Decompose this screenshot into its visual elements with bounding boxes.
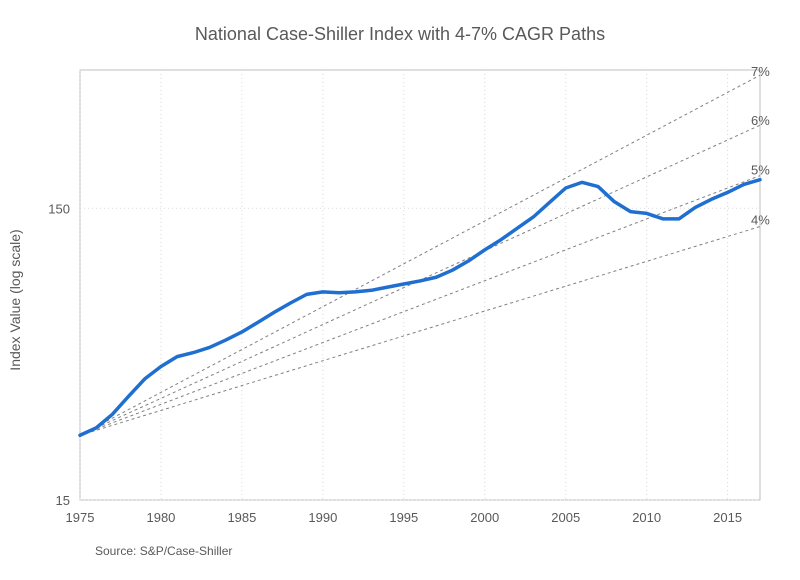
svg-text:4%: 4% — [751, 213, 770, 228]
y-axis-label: Index Value (log scale) — [7, 229, 23, 370]
svg-text:5%: 5% — [751, 163, 770, 178]
svg-text:6%: 6% — [751, 113, 770, 128]
svg-text:2000: 2000 — [470, 510, 499, 525]
bg — [0, 0, 800, 580]
svg-text:2010: 2010 — [632, 510, 661, 525]
svg-text:2015: 2015 — [713, 510, 742, 525]
svg-text:1985: 1985 — [227, 510, 256, 525]
svg-text:1975: 1975 — [66, 510, 95, 525]
svg-text:150: 150 — [48, 201, 70, 216]
chart-title: National Case-Shiller Index with 4-7% CA… — [195, 24, 605, 44]
svg-text:1995: 1995 — [389, 510, 418, 525]
svg-text:7%: 7% — [751, 64, 770, 79]
svg-text:1990: 1990 — [308, 510, 337, 525]
svg-text:1980: 1980 — [146, 510, 175, 525]
source-text: Source: S&P/Case-Shiller — [95, 544, 232, 558]
svg-text:15: 15 — [56, 493, 70, 508]
x-tick-labels: 1975 1980 1985 1990 1995 2000 2005 2010 2015 — [66, 510, 743, 525]
svg-text:2005: 2005 — [551, 510, 580, 525]
chart-svg: National Case-Shiller Index with 4-7% CA… — [0, 0, 800, 580]
